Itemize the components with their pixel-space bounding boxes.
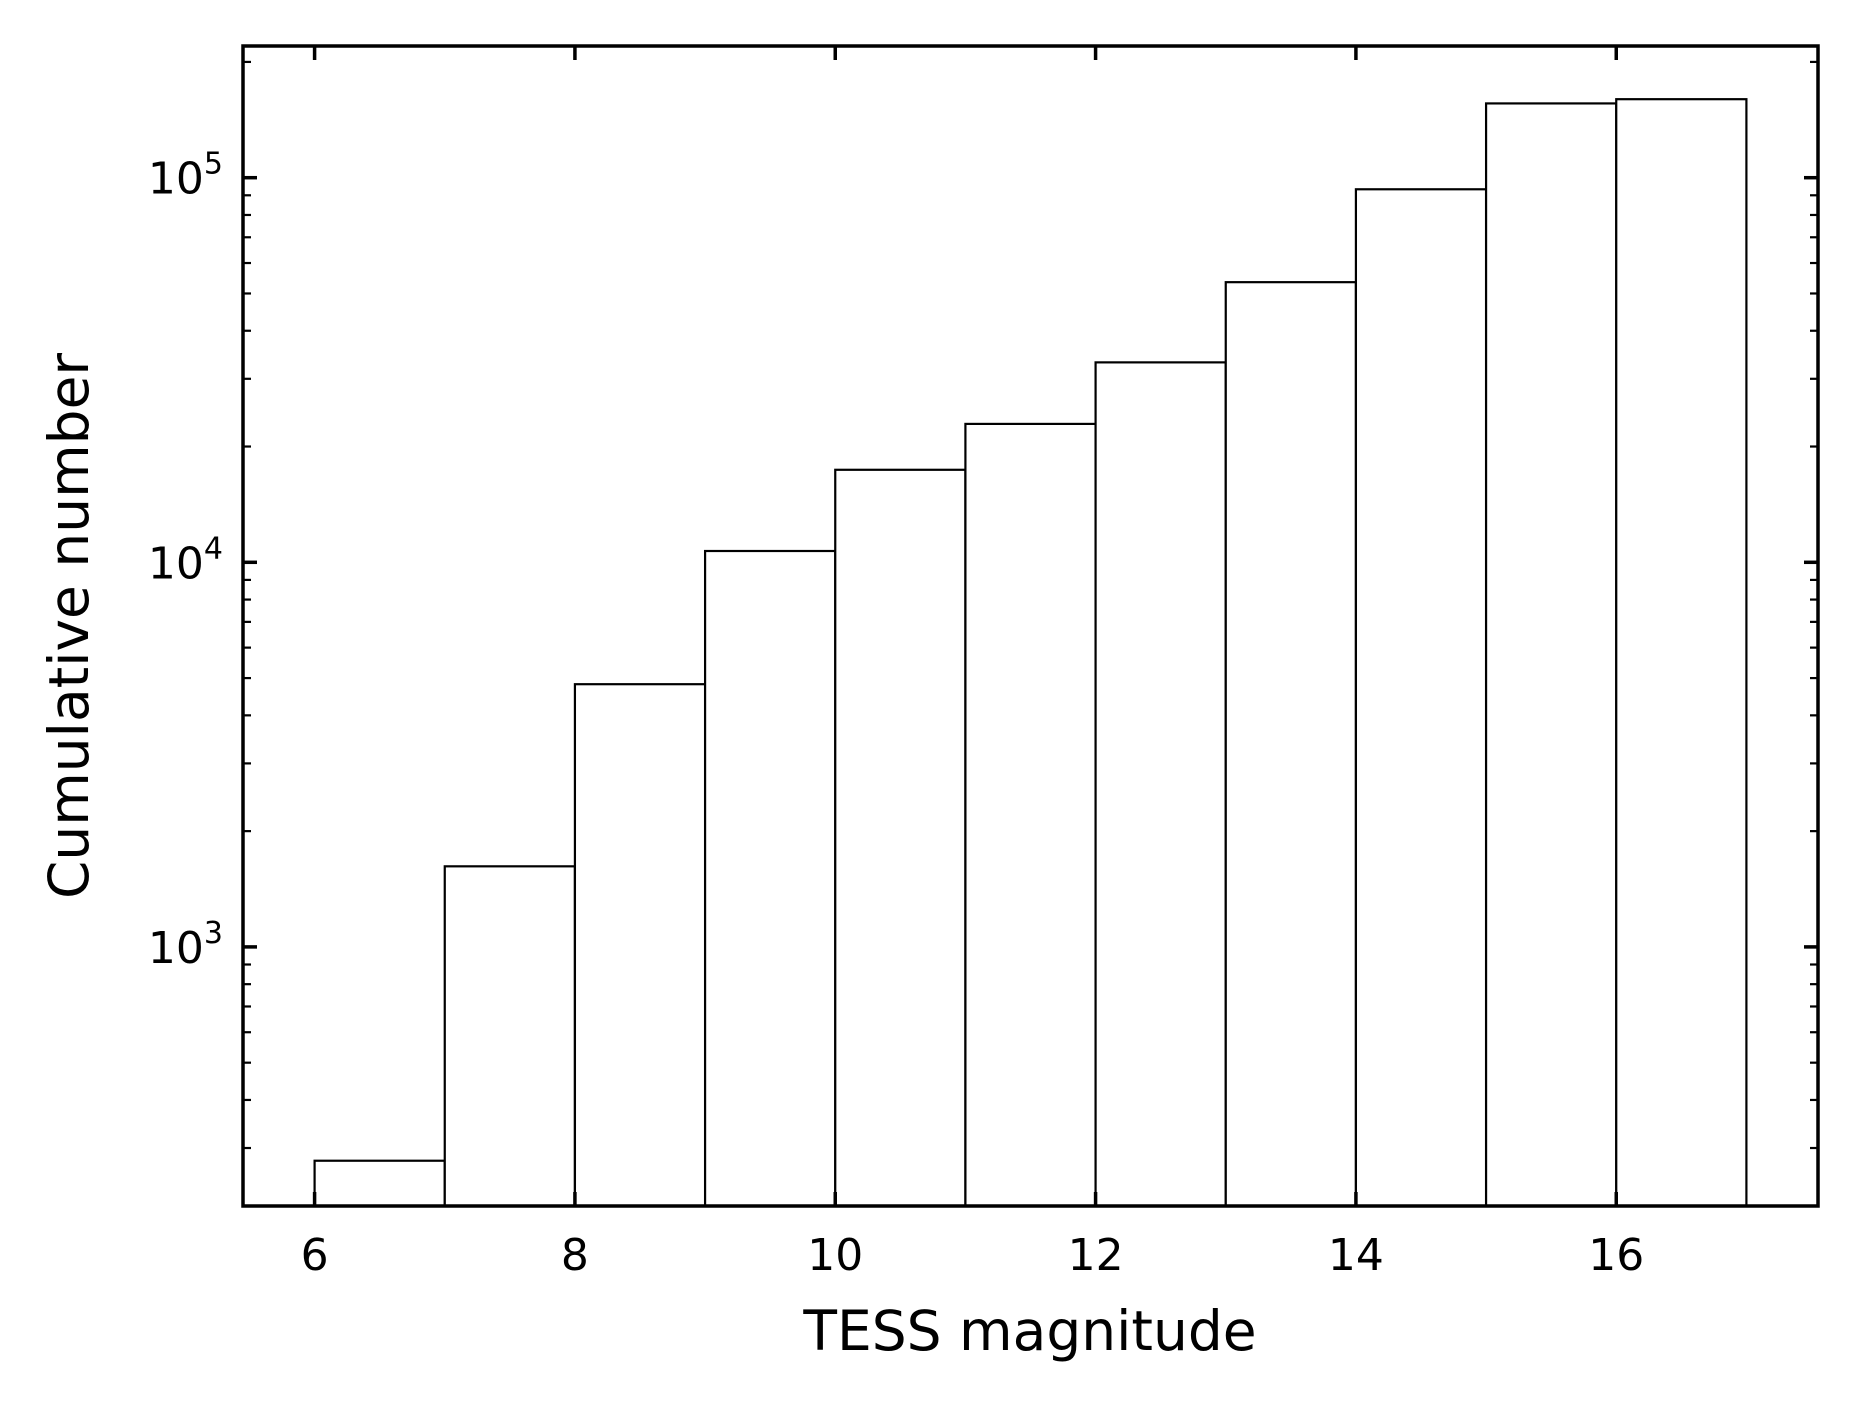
y-tick-label: 103	[148, 916, 223, 974]
tick-labels: 6 8 10 12 14 16 103 104 105	[148, 147, 1644, 1281]
histogram-bar	[834, 468, 967, 1208]
histogram-bar	[313, 1159, 446, 1208]
y-tick-label: 105	[148, 147, 223, 205]
x-tick-label: 6	[301, 1230, 329, 1281]
x-tick-label: 14	[1328, 1230, 1384, 1281]
histogram-bars	[313, 98, 1748, 1208]
histogram-bar	[1615, 98, 1748, 1208]
y-axis-label: Cumulative number	[37, 353, 101, 899]
histogram-bar	[964, 422, 1097, 1208]
x-tick-label: 12	[1068, 1230, 1124, 1281]
histogram-bar	[1224, 281, 1358, 1208]
histogram-bar	[573, 683, 707, 1208]
x-tick-label: 8	[561, 1230, 589, 1281]
plot-frame	[241, 44, 1820, 1208]
y-tick-label: 104	[148, 531, 223, 589]
x-axis-label: TESS magnitude	[802, 1299, 1256, 1363]
histogram-bar	[443, 865, 577, 1208]
histogram-bar	[1484, 102, 1618, 1208]
histogram-bar	[703, 549, 837, 1208]
x-tick-label: 16	[1588, 1230, 1644, 1281]
x-tick-label: 10	[807, 1230, 863, 1281]
histogram-bar	[1354, 188, 1488, 1208]
histogram-bar	[1094, 361, 1227, 1208]
